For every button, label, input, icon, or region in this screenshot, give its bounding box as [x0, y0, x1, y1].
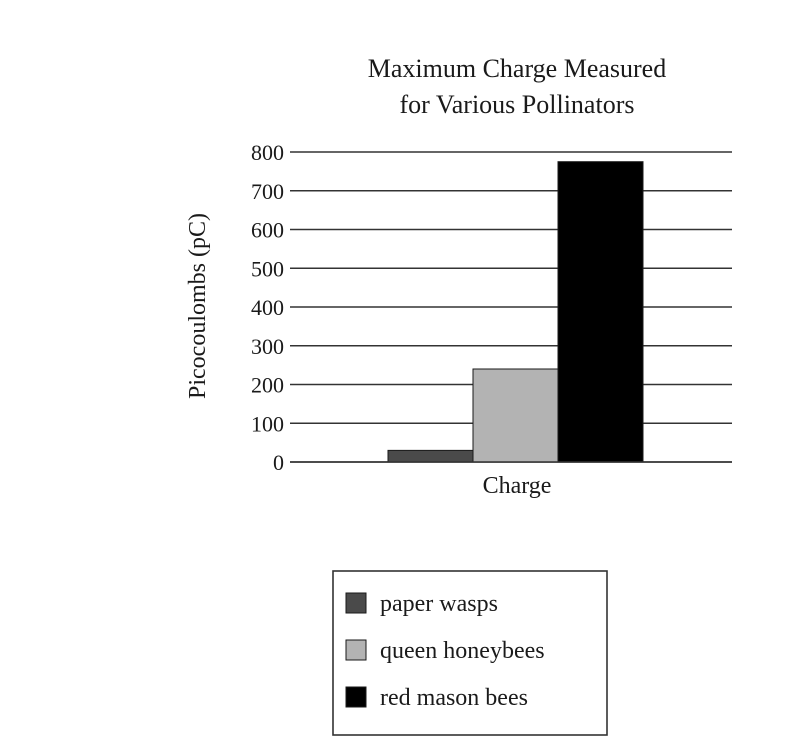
y-axis-tick-labels: 800 700 600 500 400 300 200 100 0 [251, 140, 284, 475]
y-tick-label-500: 500 [251, 256, 284, 281]
y-tick-label-300: 300 [251, 334, 284, 359]
legend-items: paper wasps queen honeybees red mason bees [345, 591, 545, 711]
legend-box [332, 570, 608, 736]
y-tick-label-200: 200 [251, 373, 284, 398]
legend: paper wasps queen honeybees red mason bees [332, 570, 608, 736]
legend-label-queen-honeybees: queen honeybees [380, 638, 545, 664]
y-tick-label-100: 100 [251, 411, 284, 436]
bar-red-mason-bees [557, 161, 644, 463]
x-axis-category-label: Charge [483, 473, 552, 499]
y-tick-label-700: 700 [251, 179, 284, 204]
y-tick-label-800: 800 [251, 140, 284, 165]
bar-paper-wasps [387, 449, 474, 463]
bars [387, 161, 644, 463]
y-tick-label-400: 400 [251, 295, 284, 320]
chart-title-line-1: Maximum Charge Measured [368, 54, 666, 83]
y-tick-label-600: 600 [251, 218, 284, 243]
bar-queen-honeybees [472, 368, 559, 463]
y-tick-label-0: 0 [273, 450, 284, 475]
legend-label-paper-wasps: paper wasps [380, 591, 498, 617]
legend-swatch-queen-honeybees [345, 639, 367, 661]
legend-swatch-red-mason-bees [345, 686, 367, 708]
legend-label-red-mason-bees: red mason bees [380, 685, 528, 711]
chart-title-line-2: for Various Pollinators [400, 90, 635, 119]
chart-title: Maximum Charge Measured for Various Poll… [368, 54, 666, 119]
y-axis-title: Picocoulombs (pC) [185, 213, 211, 399]
legend-swatch-paper-wasps [345, 592, 367, 614]
